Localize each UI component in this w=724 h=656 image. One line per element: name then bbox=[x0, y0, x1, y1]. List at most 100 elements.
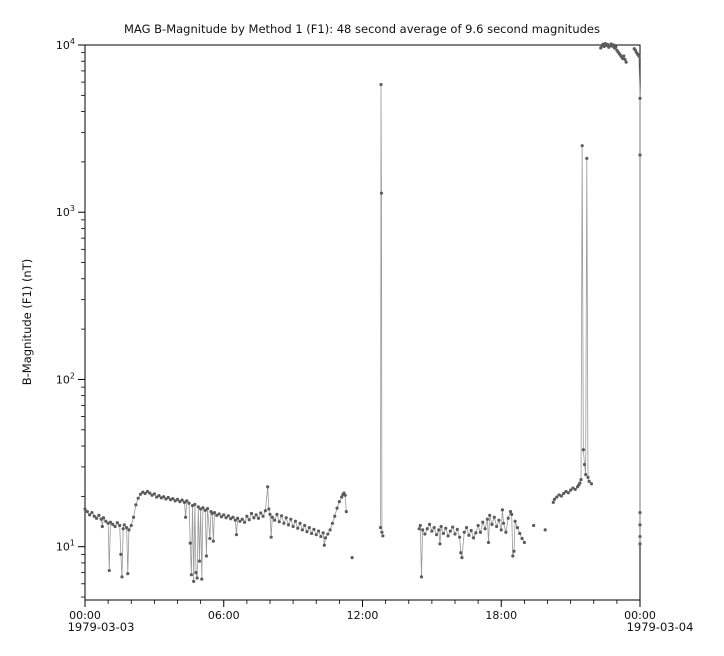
data-point bbox=[197, 559, 202, 563]
data-point bbox=[486, 540, 491, 545]
data-point bbox=[249, 511, 254, 516]
x-tick-label: 00:00 bbox=[69, 609, 101, 622]
data-point bbox=[460, 556, 464, 560]
data-point bbox=[134, 503, 138, 507]
data-point bbox=[277, 520, 281, 524]
data-point bbox=[284, 516, 288, 520]
data-point bbox=[564, 489, 568, 494]
data-point bbox=[513, 519, 517, 523]
data-point bbox=[638, 153, 642, 157]
data-point bbox=[150, 493, 154, 497]
data-point bbox=[483, 527, 487, 531]
data-point bbox=[275, 512, 279, 516]
data-point bbox=[552, 497, 557, 501]
data-point bbox=[344, 510, 348, 514]
data-point bbox=[245, 514, 249, 518]
data-point bbox=[97, 513, 101, 517]
data-point bbox=[307, 526, 311, 530]
data-point bbox=[469, 528, 473, 533]
data-point bbox=[321, 531, 325, 535]
data-point bbox=[438, 542, 442, 546]
data-point bbox=[194, 570, 198, 575]
data-point bbox=[138, 492, 143, 496]
data-point bbox=[543, 528, 547, 532]
data-point bbox=[252, 516, 256, 520]
data-point bbox=[587, 479, 591, 483]
data-point bbox=[266, 485, 270, 489]
data-point bbox=[164, 497, 168, 501]
data-point bbox=[200, 577, 204, 581]
data-point bbox=[178, 500, 182, 504]
data-point bbox=[637, 54, 641, 58]
data-point bbox=[180, 498, 184, 502]
data-point bbox=[566, 491, 570, 495]
data-point bbox=[337, 500, 341, 504]
x-axis-date-left: 1979-03-03 bbox=[68, 620, 135, 634]
data-point bbox=[378, 526, 383, 530]
data-point bbox=[205, 506, 210, 511]
data-point bbox=[231, 515, 235, 519]
data-point bbox=[269, 535, 273, 539]
data-point bbox=[379, 82, 383, 87]
data-point bbox=[242, 520, 247, 524]
data-point bbox=[173, 499, 177, 503]
data-point bbox=[122, 523, 126, 527]
data-point bbox=[259, 511, 263, 515]
data-point bbox=[510, 512, 514, 516]
data-point bbox=[638, 542, 642, 546]
data-point bbox=[195, 576, 199, 580]
x-tick-label: 00:00 bbox=[624, 609, 656, 622]
data-point bbox=[511, 554, 515, 558]
data-point bbox=[240, 517, 244, 521]
data-point bbox=[83, 507, 87, 511]
data-point bbox=[328, 528, 332, 532]
data-point bbox=[212, 510, 217, 515]
data-point bbox=[270, 515, 274, 519]
data-point bbox=[215, 513, 219, 517]
y-tick-label: 102 bbox=[56, 371, 75, 386]
data-point bbox=[305, 530, 309, 534]
data-point bbox=[559, 494, 563, 498]
data-point bbox=[506, 516, 510, 520]
data-point bbox=[335, 506, 339, 510]
data-point bbox=[129, 523, 133, 528]
data-point bbox=[611, 43, 616, 47]
data-point bbox=[247, 518, 251, 522]
data-point bbox=[471, 536, 476, 540]
data-point bbox=[322, 543, 326, 547]
data-point bbox=[136, 496, 140, 500]
data-point bbox=[464, 526, 469, 530]
data-point bbox=[289, 517, 293, 521]
data-point bbox=[573, 487, 577, 492]
data-point bbox=[427, 522, 432, 526]
data-point bbox=[148, 491, 152, 495]
data-point bbox=[143, 491, 147, 496]
data-point bbox=[268, 512, 272, 516]
data-point bbox=[127, 528, 131, 532]
data-point bbox=[107, 568, 111, 573]
data-point bbox=[512, 549, 516, 553]
series-line bbox=[84, 42, 641, 582]
data-point bbox=[166, 495, 170, 500]
data-point bbox=[425, 527, 429, 531]
data-point bbox=[497, 518, 501, 522]
data-point bbox=[293, 519, 298, 523]
data-point bbox=[467, 533, 471, 537]
y-tick-label: 103 bbox=[56, 204, 75, 219]
data-point bbox=[192, 579, 196, 584]
data-point bbox=[379, 191, 384, 195]
data-point bbox=[500, 508, 505, 512]
data-point bbox=[108, 520, 113, 524]
data-point bbox=[254, 513, 258, 517]
data-point bbox=[343, 493, 347, 497]
data-point bbox=[448, 529, 452, 533]
data-point bbox=[501, 521, 506, 525]
data-point bbox=[126, 572, 130, 576]
data-point bbox=[88, 513, 92, 517]
data-point bbox=[515, 526, 520, 530]
data-point bbox=[589, 482, 594, 486]
data-point bbox=[418, 523, 422, 528]
data-point bbox=[458, 535, 462, 539]
data-point bbox=[94, 516, 99, 520]
